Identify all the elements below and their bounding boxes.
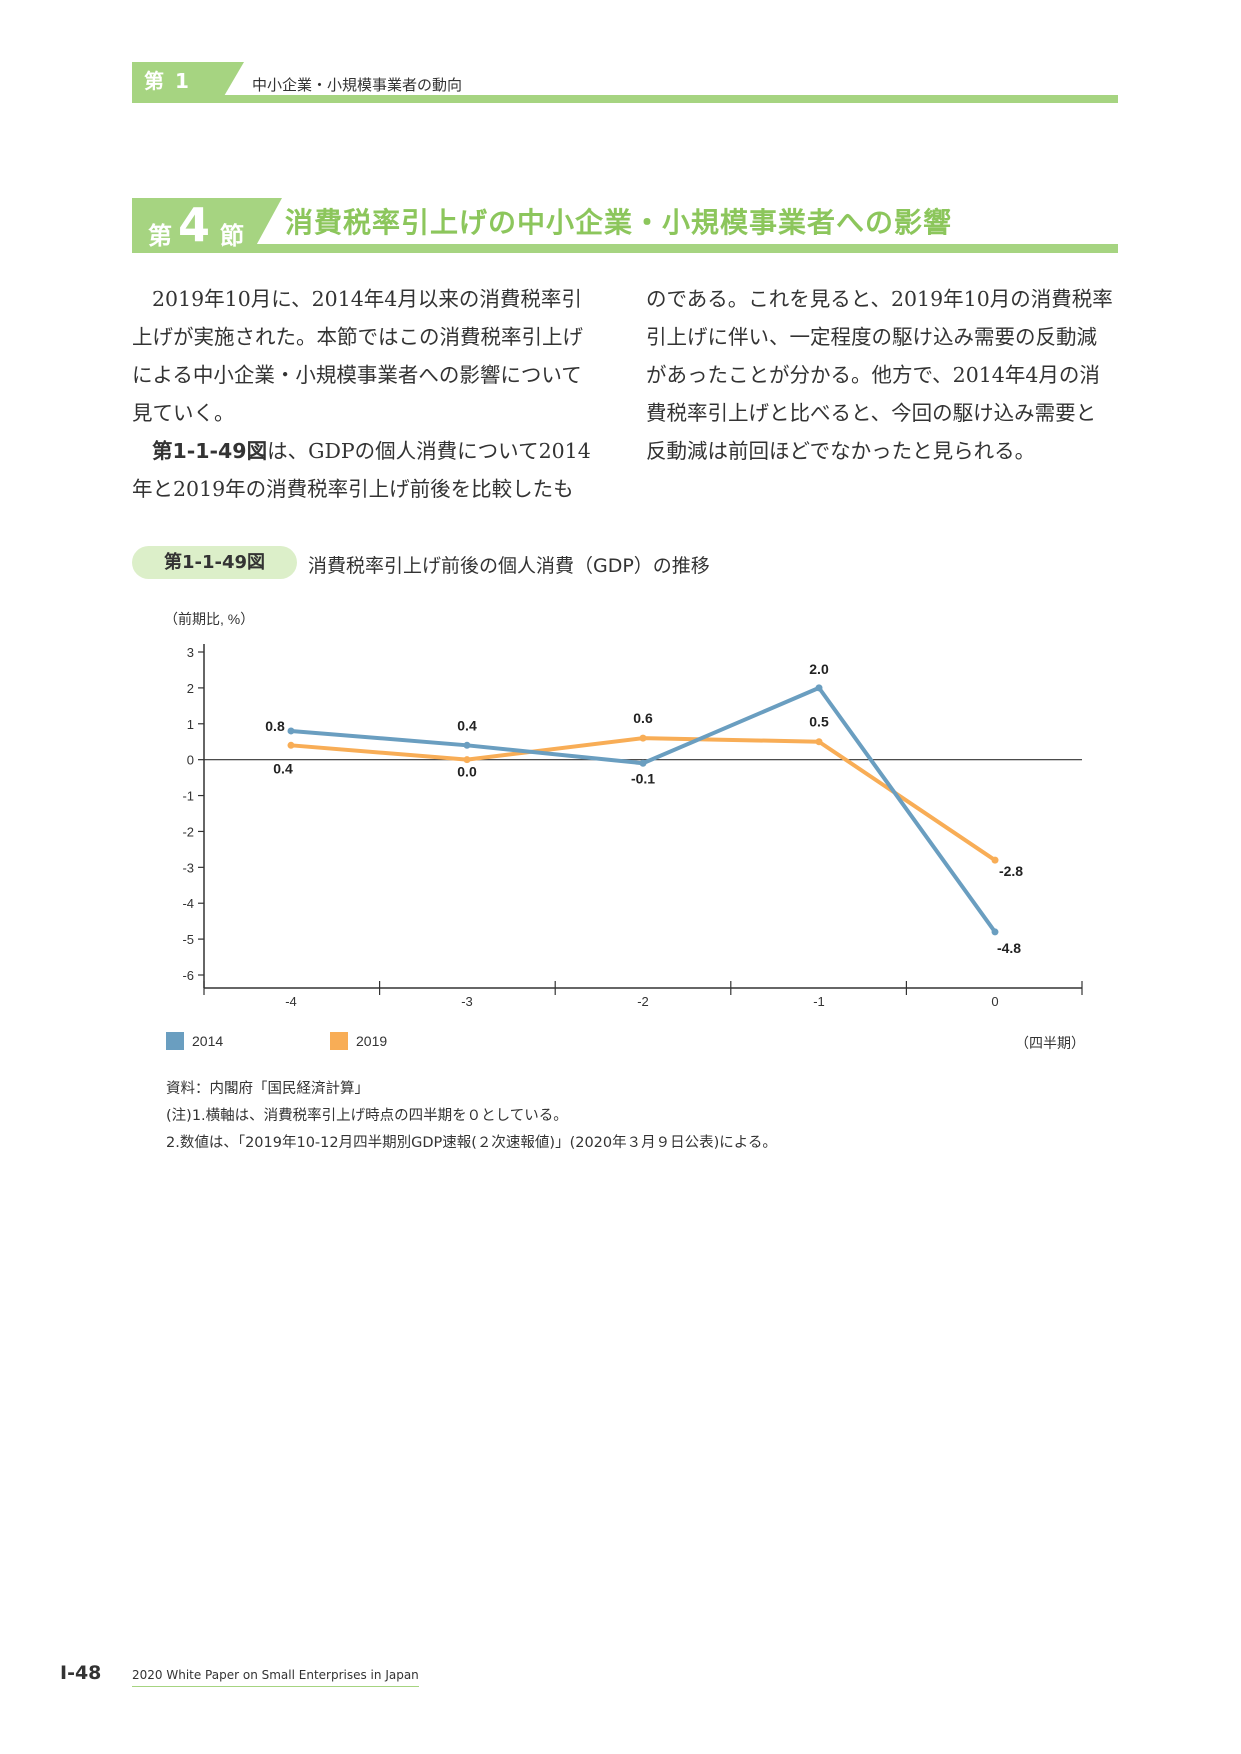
data-label: 0.5 <box>809 714 829 730</box>
note-1: (注)1.横軸は、消費税率引上げ時点の四半期を０としている。 <box>166 1108 568 1124</box>
data-label: 0.6 <box>633 710 653 726</box>
page-number: I-48 <box>60 1662 102 1684</box>
data-point-2019 <box>639 734 647 742</box>
note-2: 2.数値は、「2019年10-12月四半期別GDP速報(２次速報値)」(2020… <box>166 1135 777 1151</box>
series-line-2019 <box>290 736 997 862</box>
data-point-2014 <box>639 759 647 767</box>
figure-number: 第1-1-49図 <box>132 546 297 579</box>
y-tick-label: 0 <box>187 753 194 768</box>
legend-swatch-2019 <box>330 1032 348 1050</box>
data-label: 0.4 <box>273 760 293 776</box>
section-header-bar <box>132 244 1118 253</box>
data-label: -2.8 <box>999 863 1023 879</box>
data-point-2014 <box>991 928 999 936</box>
x-tick-label: -4 <box>285 994 297 1009</box>
y-tick-label: 3 <box>187 645 194 660</box>
body-paragraph: 第1-1-49図は、GDPの個人消費について2014年と2019年の消費税率引上… <box>132 432 602 508</box>
data-label: -4.8 <box>997 940 1021 956</box>
data-point-2019 <box>287 741 295 749</box>
y-tick-label: -2 <box>182 824 194 839</box>
body-right-column: のである。これを見ると、2019年10月の消費税率引上げに伴い、一定程度の駆け込… <box>646 280 1116 470</box>
x-tick-label: 0 <box>991 994 998 1009</box>
y-axis-label: （前期比, %） <box>164 611 254 627</box>
data-point-2019 <box>463 756 471 764</box>
data-label: -0.1 <box>631 770 655 786</box>
section-label: 第 4 節 <box>132 198 282 253</box>
x-tick-label: -2 <box>637 994 649 1009</box>
chapter-label: 第 1 章 <box>132 62 244 131</box>
body-paragraph: 2019年10月に、2014年4月以来の消費税率引上げが実施された。本節ではこの… <box>132 287 583 425</box>
y-tick-label: -1 <box>182 789 194 804</box>
data-point-2014 <box>463 741 471 749</box>
y-tick-label: -6 <box>182 968 194 983</box>
body-paragraph: のである。これを見ると、2019年10月の消費税率引上げに伴い、一定程度の駆け込… <box>646 287 1113 463</box>
section-suffix: 節 <box>220 222 244 250</box>
data-point-2019 <box>991 856 999 864</box>
figure-reference: 第1-1-49図 <box>152 439 268 463</box>
chapter-header-bar <box>132 95 1118 103</box>
chapter-title: 中小企業・小規模事業者の動向 <box>252 76 463 94</box>
data-label: 2.0 <box>809 661 829 677</box>
x-axis-label: （四半期） <box>1015 1035 1085 1051</box>
section-title: 消費税率引上げの中小企業・小規模事業者への影響 <box>285 206 953 239</box>
legend-label: 2014 <box>192 1033 223 1049</box>
y-tick-label: -3 <box>182 860 194 875</box>
x-tick-label: -3 <box>461 994 473 1009</box>
legend-swatch-2014 <box>166 1032 184 1050</box>
figure-notes: 資料：内閣府「国民経済計算」 (注)1.横軸は、消費税率引上げ時点の四半期を０と… <box>166 1076 777 1157</box>
y-tick-label: 2 <box>187 681 194 696</box>
y-tick-label: 1 <box>187 717 194 732</box>
body-text: は、GDPの個人消費について2014年と2019年の消費税率引上げ前後を比較した… <box>132 439 591 501</box>
data-point-2019 <box>815 738 823 746</box>
data-point-2014 <box>815 684 823 692</box>
y-tick-label: -5 <box>182 932 194 947</box>
x-tick-label: -1 <box>813 994 825 1009</box>
source-note: 資料：内閣府「国民経済計算」 <box>166 1081 369 1097</box>
section-number: 4 <box>178 198 211 252</box>
data-point-2014 <box>287 727 295 735</box>
y-tick-label: -4 <box>182 896 194 911</box>
footer-text: 2020 White Paper on Small Enterprises in… <box>132 1668 419 1687</box>
data-label: 0.8 <box>265 718 285 734</box>
data-label: 0.0 <box>457 764 477 780</box>
data-label: 0.4 <box>457 717 477 733</box>
figure-title: 消費税率引上げ前後の個人消費（GDP）の推移 <box>308 555 710 577</box>
section-prefix: 第 <box>148 222 172 250</box>
legend-label: 2019 <box>356 1033 387 1049</box>
body-left-column: 2019年10月に、2014年4月以来の消費税率引上げが実施された。本節ではこの… <box>132 280 602 508</box>
